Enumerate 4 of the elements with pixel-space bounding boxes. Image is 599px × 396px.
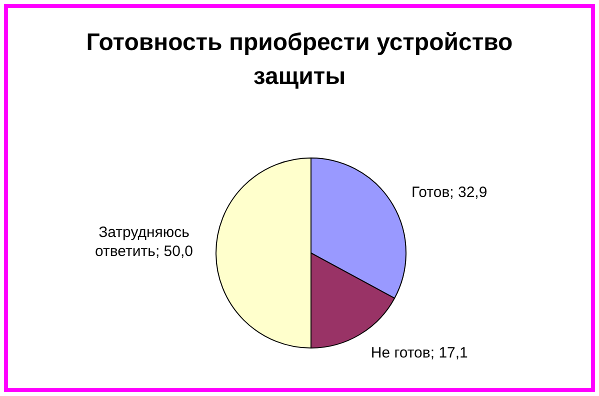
chart-title: Готовность приобрести устройство защиты [85, 28, 514, 92]
slice-label: Затрудняюсь ответить; 50,0 [94, 223, 194, 261]
slice-label: Готов; 32,9 [412, 184, 488, 202]
slice-label: Не готов; 17,1 [370, 344, 468, 362]
